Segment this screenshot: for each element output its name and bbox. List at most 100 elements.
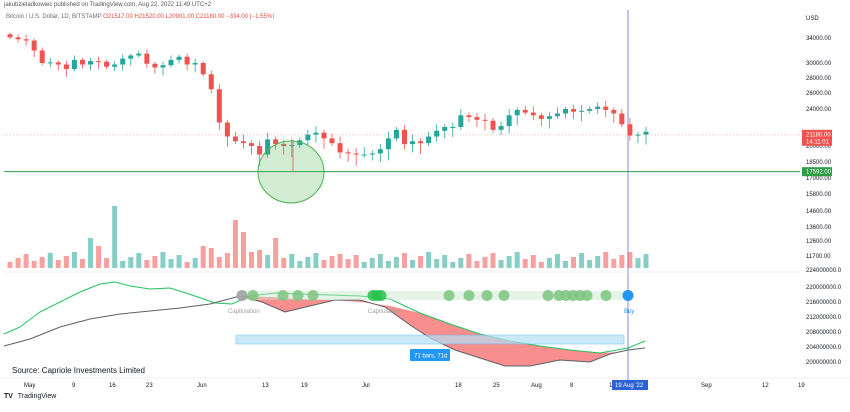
- candle-body: [184, 56, 190, 65]
- candle-body: [466, 115, 472, 118]
- candle-body: [232, 136, 238, 142]
- signal-dot: [443, 290, 455, 301]
- candle-body: [530, 112, 536, 116]
- volume-bar: [152, 256, 158, 268]
- publisher-line: jakubzieladkowiec published on TradingVi…: [4, 2, 212, 8]
- time-tick-label: Jun: [197, 383, 207, 389]
- candle-body: [79, 59, 85, 65]
- volume-bar: [39, 257, 45, 268]
- volume-bar: [176, 255, 182, 268]
- support-price-label: 17592.00: [806, 170, 832, 176]
- candle-body: [426, 136, 432, 144]
- volume-bar: [369, 258, 375, 268]
- candle-body: [562, 109, 568, 114]
- volume-bar: [554, 254, 560, 268]
- candle-body: [313, 132, 319, 135]
- volume-bar: [353, 255, 359, 268]
- candle-body: [31, 40, 37, 51]
- volume-bar: [112, 206, 118, 268]
- volume-bar: [55, 260, 61, 268]
- candle-body: [249, 143, 255, 146]
- volume-bar: [104, 258, 110, 268]
- candle-body: [192, 63, 198, 65]
- candle-body: [587, 109, 593, 111]
- volume-bar: [273, 238, 279, 268]
- candle-body: [418, 141, 424, 144]
- volume-bar: [385, 261, 391, 268]
- candle-body: [377, 149, 383, 154]
- signal-dot: [581, 290, 593, 301]
- price-tick-label: 11700.00: [806, 254, 831, 260]
- footer-brand: TradingView: [17, 393, 57, 400]
- volume-bar: [546, 258, 552, 268]
- signal-dot: [600, 290, 612, 301]
- symbol-info: Bitcoin / U.S. Dollar, 1D, BITSTAMP O215…: [6, 14, 274, 20]
- candle-body: [442, 127, 448, 131]
- measure-badge: [410, 349, 450, 361]
- signal-dot: [463, 290, 475, 301]
- volume-bar: [240, 232, 246, 268]
- candle-body: [522, 109, 528, 113]
- indicator-tick-label: 224000000.0: [806, 268, 842, 274]
- time-tick-label: May: [24, 383, 35, 389]
- volume-bar: [603, 252, 609, 268]
- volume-bar: [281, 258, 287, 268]
- signal-dot: [481, 290, 493, 301]
- measure-box[interactable]: [235, 334, 625, 345]
- volume-bar: [128, 257, 134, 268]
- volume-bar: [530, 255, 536, 268]
- volume-bar: [426, 252, 432, 268]
- signal-dot: [542, 290, 554, 301]
- candle-body: [579, 110, 585, 112]
- candle-body: [136, 53, 142, 56]
- volume-bar: [321, 260, 327, 268]
- candle-body: [200, 63, 206, 75]
- current-price-badge: [802, 129, 832, 146]
- candle-body: [450, 127, 456, 128]
- volume-bar: [31, 261, 37, 268]
- time-tick-label: 19: [798, 383, 805, 389]
- volume-bar: [208, 248, 214, 268]
- date-cursor-badge: [612, 380, 648, 390]
- volume-bar: [192, 258, 198, 268]
- time-tick-label: Sep: [701, 383, 712, 389]
- indicator-tick-label: 220000000.0: [806, 285, 842, 291]
- candle-body: [554, 113, 560, 117]
- candle-body: [643, 131, 649, 135]
- candle-body: [71, 59, 77, 69]
- candle-body: [297, 140, 303, 146]
- price-tick-label: 14600.00: [806, 209, 832, 215]
- time-tick-label: 25: [493, 383, 500, 389]
- volume-bar: [313, 253, 319, 268]
- signal-dot: [498, 290, 510, 301]
- capitulation-circle[interactable]: [257, 140, 325, 204]
- volume-bar: [522, 259, 528, 268]
- price-tick-label: 20000.00: [806, 144, 832, 150]
- candle-body: [506, 115, 512, 127]
- candle-body: [96, 61, 102, 63]
- buy-signal-dot[interactable]: [622, 290, 634, 301]
- symbol-name: Bitcoin / U.S. Dollar, 1D, BITSTAMP: [6, 14, 102, 20]
- volume-bar: [232, 220, 238, 268]
- capitulation-label-2: Capitulation: [368, 309, 400, 315]
- candle-body: [144, 53, 150, 64]
- volume-bar: [168, 259, 174, 268]
- tradingview-logo-icon: TV: [4, 393, 13, 400]
- time-tick-label: Jul: [362, 383, 370, 389]
- time-tick-label: 13: [262, 383, 269, 389]
- volume-bar: [71, 252, 77, 268]
- candle-body: [595, 106, 601, 109]
- candle-body: [482, 119, 488, 121]
- volume-bar: [401, 253, 407, 268]
- volume-bar: [63, 256, 69, 268]
- volume-bar: [579, 253, 585, 268]
- volume-bar: [434, 259, 440, 268]
- time-tick-label: 18: [455, 383, 462, 389]
- price-tick-label: 26000.00: [806, 91, 832, 97]
- volume-bar: [361, 262, 367, 268]
- footer[interactable]: TV TradingView: [4, 393, 56, 400]
- volume-bar: [216, 257, 222, 268]
- volume-bar: [562, 261, 568, 268]
